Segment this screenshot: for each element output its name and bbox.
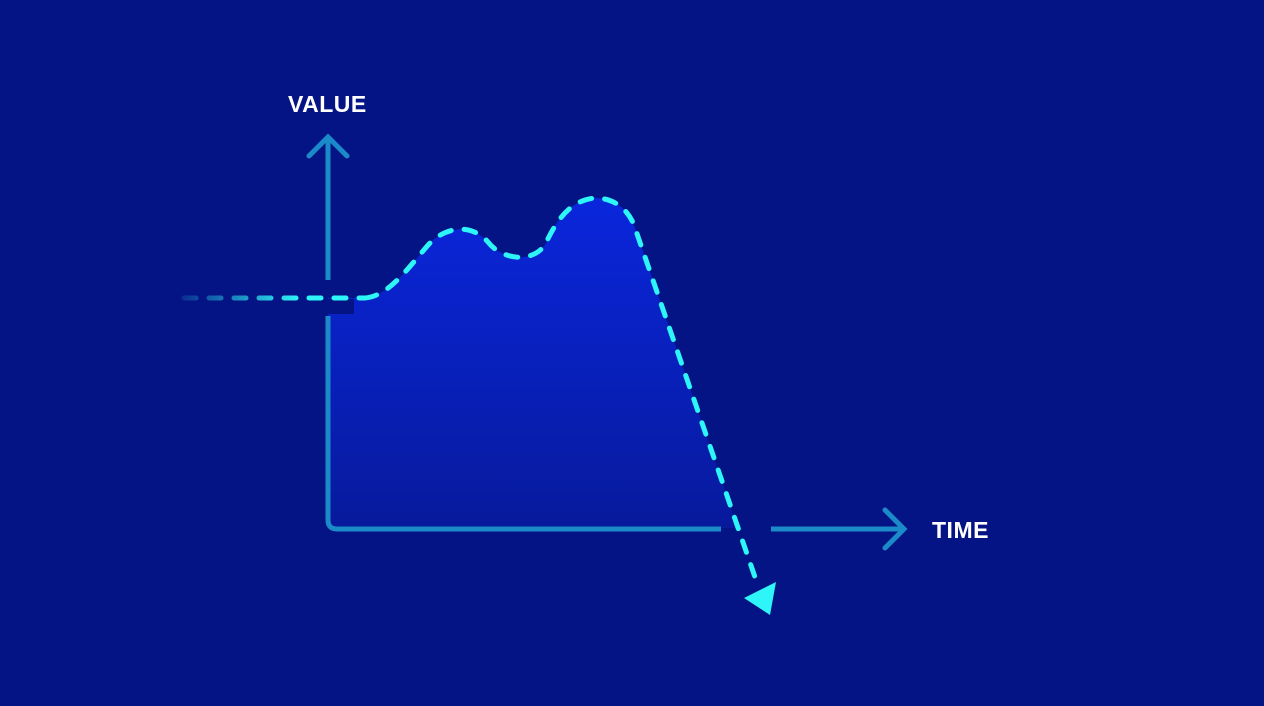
axis-gap-block	[322, 299, 354, 314]
y-axis	[306, 133, 721, 532]
x-axis-label: TIME	[932, 517, 989, 543]
trend-line	[362, 195, 760, 586]
area-under-curve	[328, 198, 738, 528]
trend-arrowhead-icon	[744, 582, 776, 615]
x-axis	[771, 507, 908, 551]
y-axis-label: VALUE	[288, 91, 367, 117]
